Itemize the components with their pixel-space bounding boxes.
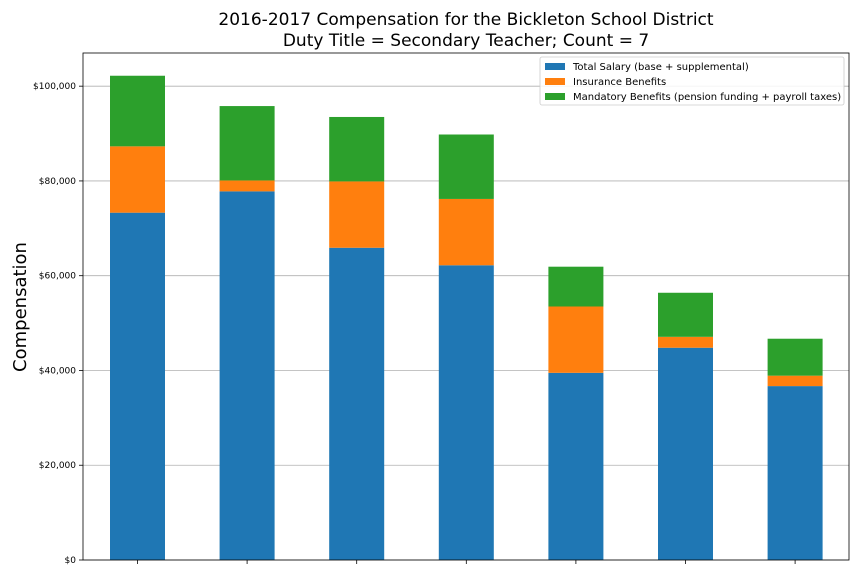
bar-segment-insurance bbox=[219, 180, 275, 192]
bar-segment-mandatory bbox=[329, 116, 385, 182]
bar-segment-salary bbox=[548, 372, 604, 560]
bar-segment-insurance bbox=[767, 375, 823, 387]
y-tick-label: $80,000 bbox=[39, 177, 76, 187]
bar-stacks bbox=[110, 75, 823, 560]
legend-swatch bbox=[545, 93, 565, 100]
bar-segment-mandatory bbox=[110, 75, 165, 147]
legend-label: Mandatory Benefits (pension funding + pa… bbox=[573, 92, 841, 103]
bar-segment-mandatory bbox=[219, 106, 275, 181]
y-tick-label: $40,000 bbox=[39, 366, 76, 376]
bar-segment-salary bbox=[767, 386, 823, 560]
legend: Total Salary (base + supplemental) Insura… bbox=[539, 56, 845, 106]
bar-segment-mandatory bbox=[658, 292, 713, 337]
bar-segment-mandatory bbox=[767, 338, 823, 376]
legend-swatch bbox=[545, 78, 565, 85]
bar-segment-insurance bbox=[329, 181, 385, 248]
bar-segment-insurance bbox=[110, 146, 165, 213]
legend-label: Insurance Benefits bbox=[573, 77, 666, 88]
y-tick-label: $20,000 bbox=[39, 461, 76, 471]
legend-box bbox=[539, 56, 845, 106]
plot-frame bbox=[82, 52, 850, 561]
bar-segment-insurance bbox=[548, 306, 604, 373]
y-axis-label: Compensation bbox=[10, 242, 31, 372]
bar-segment-mandatory bbox=[438, 134, 494, 199]
y-tick-label: $0 bbox=[65, 556, 77, 566]
y-tick-label: $100,000 bbox=[33, 82, 76, 92]
chart-subtitle: Duty Title = Secondary Teacher; Count = … bbox=[283, 31, 649, 51]
bar-segment-salary bbox=[219, 191, 275, 560]
bar-segment-insurance bbox=[438, 198, 494, 266]
bar-segment-salary bbox=[658, 347, 713, 560]
bar-segment-insurance bbox=[658, 336, 713, 348]
chart-title: 2016-2017 Compensation for the Bickleton… bbox=[218, 10, 713, 30]
bar-segment-mandatory bbox=[548, 266, 604, 307]
legend-label: Total Salary (base + supplemental) bbox=[572, 62, 749, 73]
bar-segment-salary bbox=[329, 247, 385, 560]
axes: $0 $20,000 $40,000 $60,000 $80,000 $100,000 bbox=[33, 52, 850, 566]
bar-segment-salary bbox=[438, 265, 494, 560]
legend-swatch bbox=[545, 63, 565, 70]
y-tick-label: $60,000 bbox=[39, 272, 76, 282]
bar-segment-salary bbox=[110, 212, 165, 560]
